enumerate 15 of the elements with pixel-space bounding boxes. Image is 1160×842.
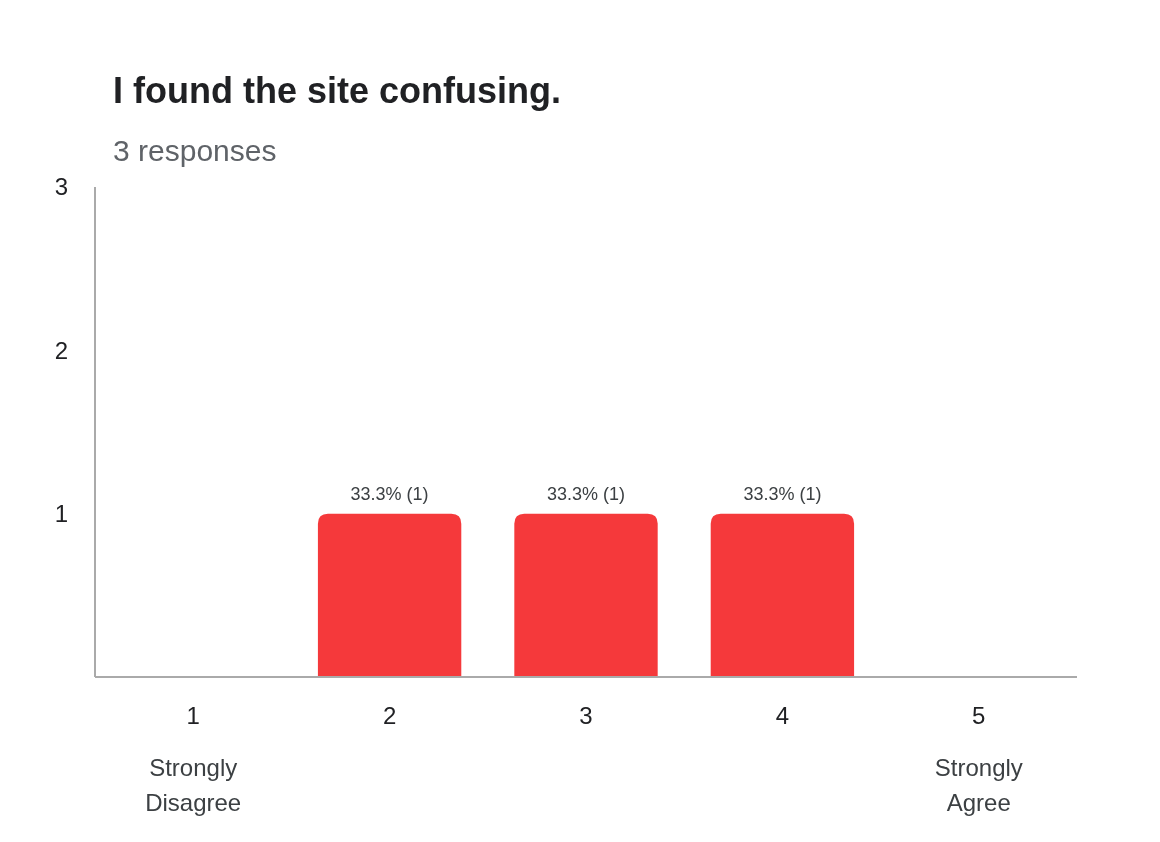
y-tick-label: 2 [54,336,68,364]
chart-subtitle: 3 responses [113,134,277,167]
data-label: 33.3% (1) [743,483,822,504]
y-tick-label: 1 [54,500,68,528]
x-tick-label: 3 [579,702,593,729]
text: Strongly Disagree [145,754,242,816]
text: Strongly Agree [934,754,1023,816]
x-tick-label: 5 [972,702,986,729]
y-tick-label: 3 [54,173,68,201]
chart-title: I found the site confusing. [113,70,561,111]
x-tick-label: 2 [382,702,397,729]
x-tick-label: 1 [186,702,200,729]
data-label: 33.3% (1) [546,483,626,504]
data-label: 33.3% (1) [350,483,429,504]
x-tick-label: 4 [775,702,790,729]
